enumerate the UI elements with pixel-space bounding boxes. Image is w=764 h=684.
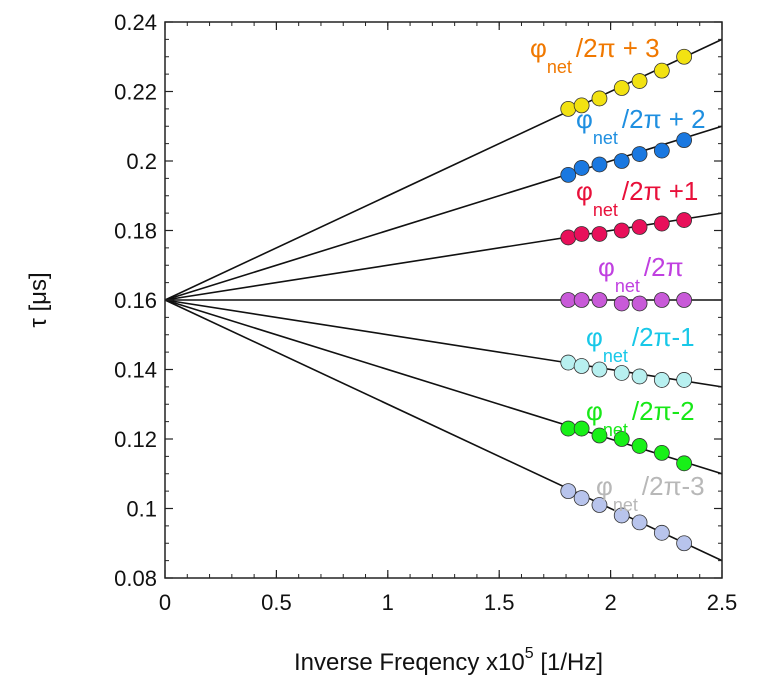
data-point-series-1 <box>676 132 693 149</box>
y-tick-label: 0.14 <box>114 358 157 383</box>
data-point-series-4 <box>676 372 693 388</box>
data-point-series-3 <box>676 292 693 308</box>
data-point-series-3 <box>631 295 648 312</box>
data-point-series-2 <box>676 212 693 228</box>
data-points <box>560 48 693 552</box>
data-point-series-4 <box>613 365 630 381</box>
x-tick-label: 0 <box>159 590 171 615</box>
data-point-series-1 <box>591 156 608 173</box>
data-point-series-5 <box>676 455 693 472</box>
data-point-series-6 <box>573 490 590 506</box>
data-point-series-6 <box>591 497 608 513</box>
data-point-series-6 <box>613 507 630 524</box>
data-point-series-2 <box>573 226 590 242</box>
data-point-series-0 <box>676 48 693 65</box>
data-point-series-1 <box>631 146 648 162</box>
data-point-series-2 <box>631 219 648 235</box>
data-point-series-4 <box>631 368 648 385</box>
x-tick-label: 2.5 <box>707 590 738 615</box>
series-label-2: φnet/2π +1 <box>576 176 698 220</box>
y-tick-label: 0.1 <box>126 497 157 522</box>
data-point-series-5 <box>591 427 608 444</box>
data-point-series-5 <box>653 444 670 461</box>
series-label-0: φnet/2π + 3 <box>530 33 660 77</box>
data-point-series-5 <box>573 420 590 437</box>
y-tick-label: 0.08 <box>114 566 157 591</box>
x-tick-labels: 0 0.5 1 1.5 2 2.5 <box>159 590 737 615</box>
data-point-series-3 <box>613 295 630 312</box>
data-point-series-4 <box>653 372 670 388</box>
data-point-series-1 <box>560 166 577 183</box>
fit-line-5 <box>164 299 723 475</box>
data-point-series-6 <box>676 535 693 552</box>
y-tick-label: 0.16 <box>114 288 157 313</box>
data-point-series-5 <box>560 420 577 437</box>
y-tick-label: 0.12 <box>114 427 157 452</box>
data-point-series-2 <box>591 226 608 242</box>
y-tick-label: 0.18 <box>114 219 157 244</box>
fit-line-0 <box>164 38 723 301</box>
data-point-series-0 <box>631 73 648 89</box>
x-tick-label: 1.5 <box>484 590 515 615</box>
series-label-6: φnet/2π-3 <box>596 471 705 515</box>
x-axis-label: Inverse Freqency x105 [1/Hz] <box>294 645 603 676</box>
data-point-series-3 <box>653 292 670 308</box>
data-point-series-0 <box>613 80 630 96</box>
data-point-series-1 <box>653 142 670 159</box>
fit-line-1 <box>164 125 723 301</box>
series-label-3: φnet/2π <box>598 252 684 296</box>
data-point-series-6 <box>560 483 577 500</box>
data-point-series-3 <box>591 292 608 308</box>
data-point-series-1 <box>613 153 630 169</box>
y-axis-label: τ [μs] <box>25 272 52 327</box>
series-label-4: φnet/2π-1 <box>586 322 695 366</box>
data-point-series-2 <box>560 229 577 246</box>
data-point-series-1 <box>573 160 590 176</box>
data-point-series-0 <box>573 97 590 114</box>
x-tick-label: 1 <box>382 590 394 615</box>
x-tick-label: 2 <box>604 590 616 615</box>
series-labels: φnet/2π + 3 φnet/2π + 2 φnet/2π +1 φnet/2π φ… <box>530 33 706 515</box>
data-point-series-5 <box>631 438 648 454</box>
fit-lines <box>164 38 723 562</box>
data-point-series-3 <box>573 292 590 308</box>
data-point-series-5 <box>613 431 630 447</box>
y-tick-label: 0.24 <box>114 10 157 35</box>
y-tick-label: 0.22 <box>114 80 157 105</box>
data-point-series-3 <box>560 292 577 308</box>
data-point-series-4 <box>591 361 608 378</box>
data-point-series-4 <box>573 358 590 374</box>
data-point-series-6 <box>653 524 670 541</box>
fit-line-2 <box>164 212 723 301</box>
data-point-series-2 <box>653 215 670 232</box>
data-point-series-0 <box>653 62 670 79</box>
y-tick-labels: 0.08 0.1 0.12 0.14 0.16 0.18 0.2 0.22 0.24 <box>114 10 157 591</box>
data-point-series-6 <box>631 514 648 531</box>
data-point-series-0 <box>560 100 577 117</box>
axis-ticks <box>164 21 723 579</box>
data-point-series-4 <box>560 354 577 371</box>
data-point-series-2 <box>613 222 630 239</box>
x-tick-label: 0.5 <box>261 590 292 615</box>
y-tick-label: 0.2 <box>126 149 157 174</box>
data-point-series-0 <box>591 90 608 107</box>
series-label-5: φnet/2π-2 <box>586 396 695 440</box>
series-label-1: φnet/2π + 2 <box>576 104 706 148</box>
